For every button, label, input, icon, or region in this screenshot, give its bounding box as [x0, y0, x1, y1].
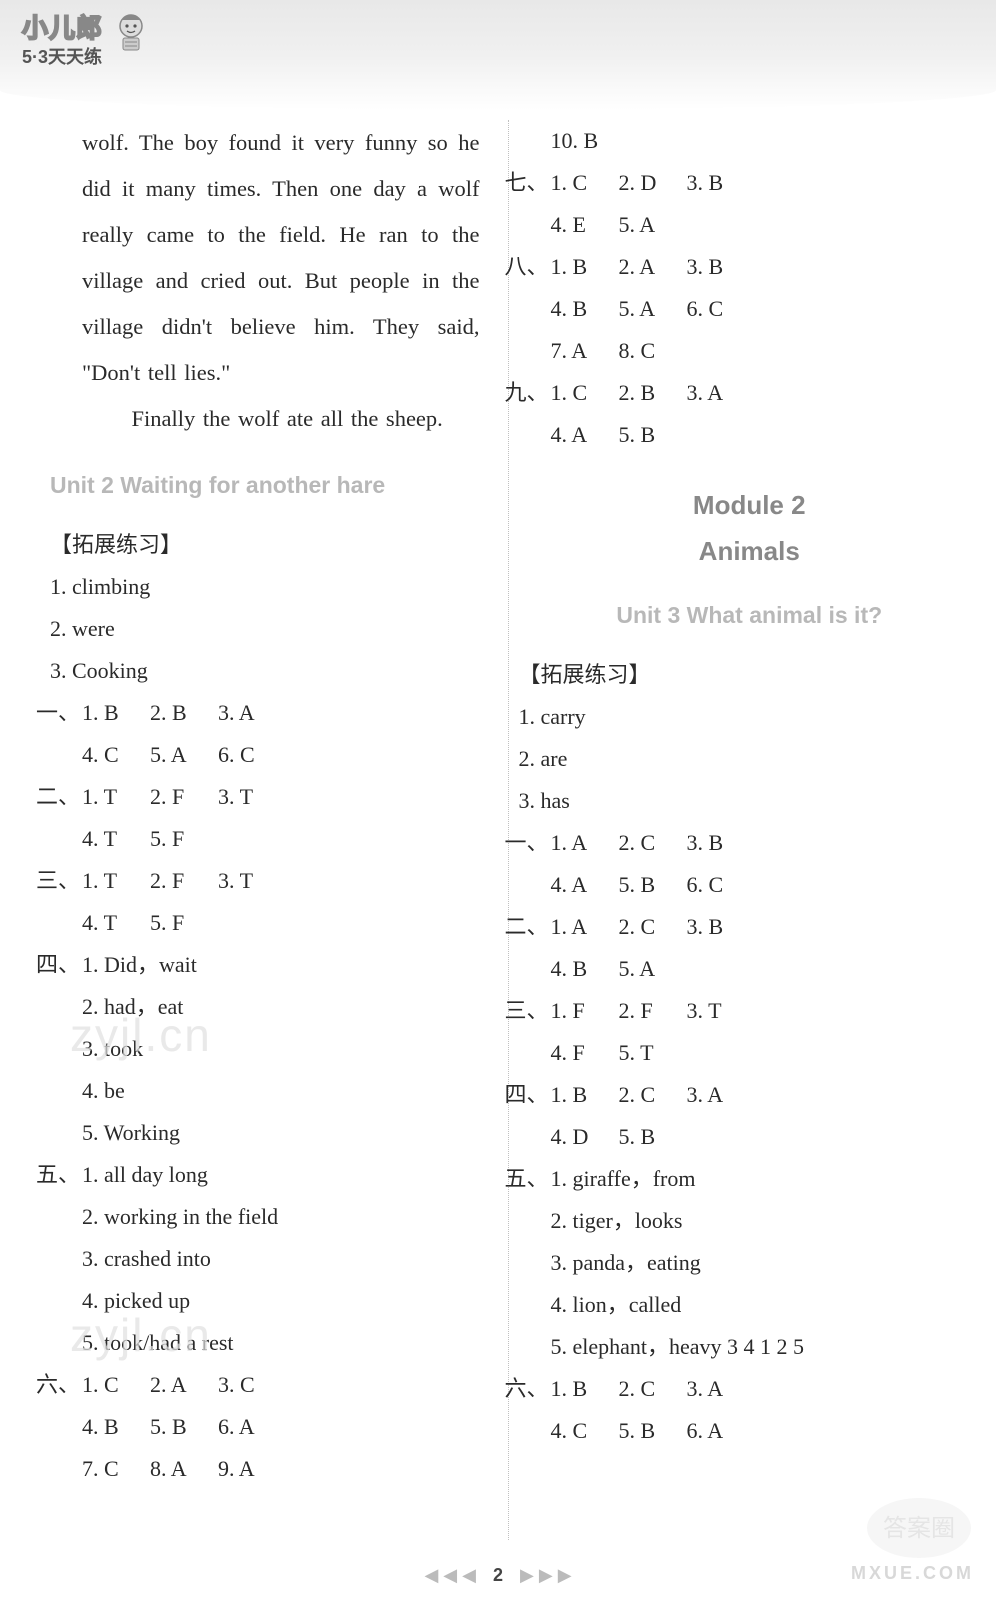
answer-row: 4. F5. T	[551, 1032, 949, 1074]
answer-line: 3. crashed into	[82, 1238, 480, 1280]
unit-title: Unit 3 What animal is it?	[551, 594, 949, 636]
section-label: 【拓展练习】	[50, 524, 480, 566]
answer-line: 2. tiger，looks	[551, 1200, 949, 1242]
answer-row: 九、1. C2. B3. A	[551, 372, 949, 414]
answer-row: 六、1. B2. C3. A	[551, 1368, 949, 1410]
answer-row: 7. A8. C	[551, 330, 949, 372]
answer-row: 4. C5. A6. C	[82, 734, 480, 776]
brand-subtitle: 5·3天天练	[22, 43, 103, 69]
answer-row: 七、1. C2. D3. B	[551, 162, 949, 204]
footer-left-arrows: ◀ ◀ ◀	[424, 1565, 476, 1585]
answer-row: 10. B	[551, 120, 949, 162]
pre-item: 3. has	[519, 780, 949, 822]
pre-item: 3. Cooking	[50, 650, 480, 692]
answer-row: 4. B5. A6. C	[551, 288, 949, 330]
answer-line: 4. picked up	[82, 1280, 480, 1322]
module-subtitle: Animals	[551, 530, 949, 572]
footer-right-arrows: ▶ ▶ ▶	[520, 1565, 572, 1585]
answer-line: 4. be	[82, 1070, 480, 1112]
brand-title: 小儿郎	[22, 8, 103, 45]
answer-row: 4. A5. B	[551, 414, 949, 456]
answer-line: 四、1. Did，wait	[82, 944, 480, 986]
answer-line: 五、1. all day long	[82, 1154, 480, 1196]
right-column: 10. B 七、1. C2. D3. B 4. E5. A 八、1. B2. A…	[509, 120, 996, 1540]
answer-row: 六、1. C2. A3. C	[82, 1364, 480, 1406]
answer-line: 5. Working	[82, 1112, 480, 1154]
pre-item: 1. carry	[519, 696, 949, 738]
header-band: 小儿郎 5·3天天练	[0, 0, 996, 110]
answer-row: 三、1. F2. F3. T	[551, 990, 949, 1032]
answer-line: 4. lion，called	[551, 1284, 949, 1326]
answer-row: 4. E5. A	[551, 204, 949, 246]
answer-line: 3. panda，eating	[551, 1242, 949, 1284]
answer-row: 4. D5. B	[551, 1116, 949, 1158]
module-title: Module 2	[551, 484, 949, 526]
answer-row: 一、1. B2. B3. A	[82, 692, 480, 734]
pre-item: 2. were	[50, 608, 480, 650]
answer-row: 4. B5. A	[551, 948, 949, 990]
page-footer: ◀ ◀ ◀ 2 ▶ ▶ ▶	[0, 1565, 996, 1586]
unit-title: Unit 2 Waiting for another hare	[50, 464, 480, 506]
answer-row: 一、1. A2. C3. B	[551, 822, 949, 864]
answer-row: 7. C8. A9. A	[82, 1448, 480, 1490]
answer-line: 3. took	[82, 1028, 480, 1070]
answer-row: 八、1. B2. A3. B	[551, 246, 949, 288]
answer-line: 5. took/had a rest	[82, 1322, 480, 1364]
answer-line: 5. elephant，heavy 3 4 1 2 5	[551, 1326, 949, 1368]
answer-row: 二、1. T2. F3. T	[82, 776, 480, 818]
answer-row: 4. A5. B6. C	[551, 864, 949, 906]
answer-row: 四、1. B2. C3. A	[551, 1074, 949, 1116]
answer-row: 4. T5. F	[82, 902, 480, 944]
brand: 小儿郎 5·3天天练	[22, 8, 155, 69]
passage-last-line: Finally the wolf ate all the sheep.	[82, 396, 480, 442]
answer-line: 五、1. giraffe，from	[551, 1158, 949, 1200]
answer-row: 三、1. T2. F3. T	[82, 860, 480, 902]
left-column: wolf. The boy found it very funny so he …	[0, 120, 509, 1540]
answer-row: 4. B5. B6. A	[82, 1406, 480, 1448]
page-number: 2	[493, 1565, 503, 1585]
passage-text: wolf. The boy found it very funny so he …	[82, 120, 480, 396]
mascot-icon	[107, 8, 155, 56]
answer-row: 二、1. A2. C3. B	[551, 906, 949, 948]
answer-line: 2. had，eat	[82, 986, 480, 1028]
section-label: 【拓展练习】	[519, 654, 949, 696]
pre-item: 1. climbing	[50, 566, 480, 608]
pre-item: 2. are	[519, 738, 949, 780]
answer-row: 4. C5. B6. A	[551, 1410, 949, 1452]
answer-row: 4. T5. F	[82, 818, 480, 860]
answer-line: 2. working in the field	[82, 1196, 480, 1238]
answer-badge-icon: 答案圈	[864, 1492, 974, 1564]
svg-text:答案圈: 答案圈	[883, 1515, 955, 1542]
